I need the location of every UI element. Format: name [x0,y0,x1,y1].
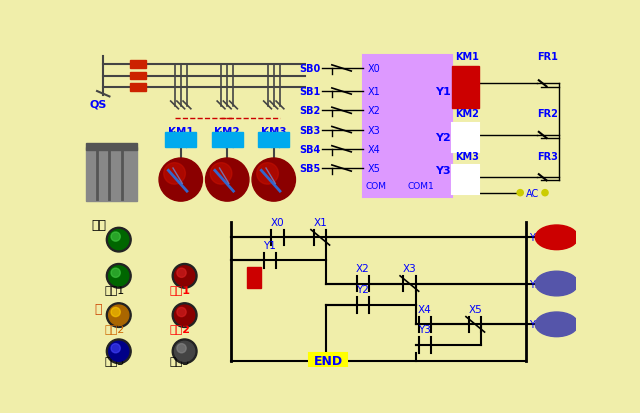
Bar [308,353,348,368]
Circle shape [205,159,249,202]
Text: SB0: SB0 [299,64,320,74]
Circle shape [177,344,186,353]
Text: 启动1: 启动1 [105,284,125,294]
Text: X0: X0 [367,64,380,74]
Text: X1: X1 [314,217,327,227]
Text: X2: X2 [356,263,370,273]
Text: AC: AC [525,188,539,198]
Bar [131,84,146,92]
Text: Y1: Y1 [529,233,541,243]
Circle shape [111,268,120,278]
Text: Y3: Y3 [544,316,570,334]
Text: X5: X5 [367,164,380,173]
Text: X3: X3 [367,125,380,135]
Circle shape [177,308,186,317]
Text: Y3: Y3 [419,325,431,335]
Circle shape [257,163,278,185]
Circle shape [111,344,120,353]
Bar [452,66,479,109]
Ellipse shape [535,272,578,296]
Text: KM3: KM3 [455,152,479,161]
Text: Y1: Y1 [264,240,276,250]
Text: 🤏: 🤏 [94,302,102,315]
Text: Y2: Y2 [544,275,570,293]
Text: END: END [314,354,342,367]
Text: X4: X4 [418,304,432,314]
Ellipse shape [535,225,578,250]
Circle shape [106,339,131,364]
Bar [131,73,146,80]
Text: KM3: KM3 [261,126,287,136]
Circle shape [111,233,120,242]
Text: 电源: 电源 [92,218,107,232]
Text: FR1: FR1 [537,52,558,62]
Text: 停止2: 停止2 [170,323,191,333]
Circle shape [175,305,195,325]
Bar [86,148,136,202]
Text: KM1: KM1 [168,126,193,136]
Circle shape [177,268,186,278]
Circle shape [175,342,195,361]
Text: SB1: SB1 [299,87,320,97]
Circle shape [159,159,202,202]
Text: X2: X2 [367,106,380,116]
Text: Y1: Y1 [544,229,570,247]
Text: X3: X3 [403,263,416,273]
Ellipse shape [535,312,578,337]
Text: COM1: COM1 [408,182,435,190]
Bar [246,267,260,288]
Circle shape [210,163,232,185]
Circle shape [106,303,131,328]
Circle shape [172,339,197,364]
Text: SB3: SB3 [299,125,320,135]
Text: SB4: SB4 [299,145,320,154]
Circle shape [164,163,186,185]
Circle shape [109,342,129,361]
Text: Y2: Y2 [435,133,451,143]
Text: Y3: Y3 [529,320,541,330]
Text: QS: QS [90,100,107,109]
Circle shape [172,264,197,288]
Circle shape [109,266,129,286]
Text: COM: COM [366,182,387,190]
Text: Y2: Y2 [529,279,541,289]
Circle shape [109,230,129,250]
Text: 启动2: 启动2 [105,323,125,333]
Text: X4: X4 [367,145,380,154]
Text: SB5: SB5 [299,164,320,173]
Circle shape [109,305,129,325]
Circle shape [172,303,197,328]
Circle shape [252,159,296,202]
Circle shape [517,190,524,196]
Text: Y2: Y2 [356,285,369,294]
Text: FR3: FR3 [537,152,558,161]
Bar [212,133,243,148]
Text: 停止1: 停止1 [170,284,191,294]
Bar [363,56,452,198]
Bar [452,166,479,195]
Circle shape [175,266,195,286]
Text: X0: X0 [271,217,284,227]
Text: FR2: FR2 [537,109,558,119]
Bar [165,133,196,148]
Text: KM2: KM2 [214,126,240,136]
Circle shape [106,228,131,252]
Circle shape [111,308,120,317]
Bar [452,123,479,152]
Text: 停止3: 停止3 [170,355,190,365]
Text: Y3: Y3 [435,166,451,176]
Bar [259,133,289,148]
Text: KM2: KM2 [455,109,479,119]
Text: X5: X5 [468,304,482,314]
Text: X1: X1 [367,87,380,97]
Text: SB2: SB2 [299,106,320,116]
Text: KM1: KM1 [455,52,479,62]
Bar [86,144,136,150]
Circle shape [106,264,131,288]
Text: 启动3: 启动3 [105,355,125,365]
Circle shape [542,190,548,196]
Text: Y1: Y1 [435,87,451,97]
Bar [131,61,146,69]
